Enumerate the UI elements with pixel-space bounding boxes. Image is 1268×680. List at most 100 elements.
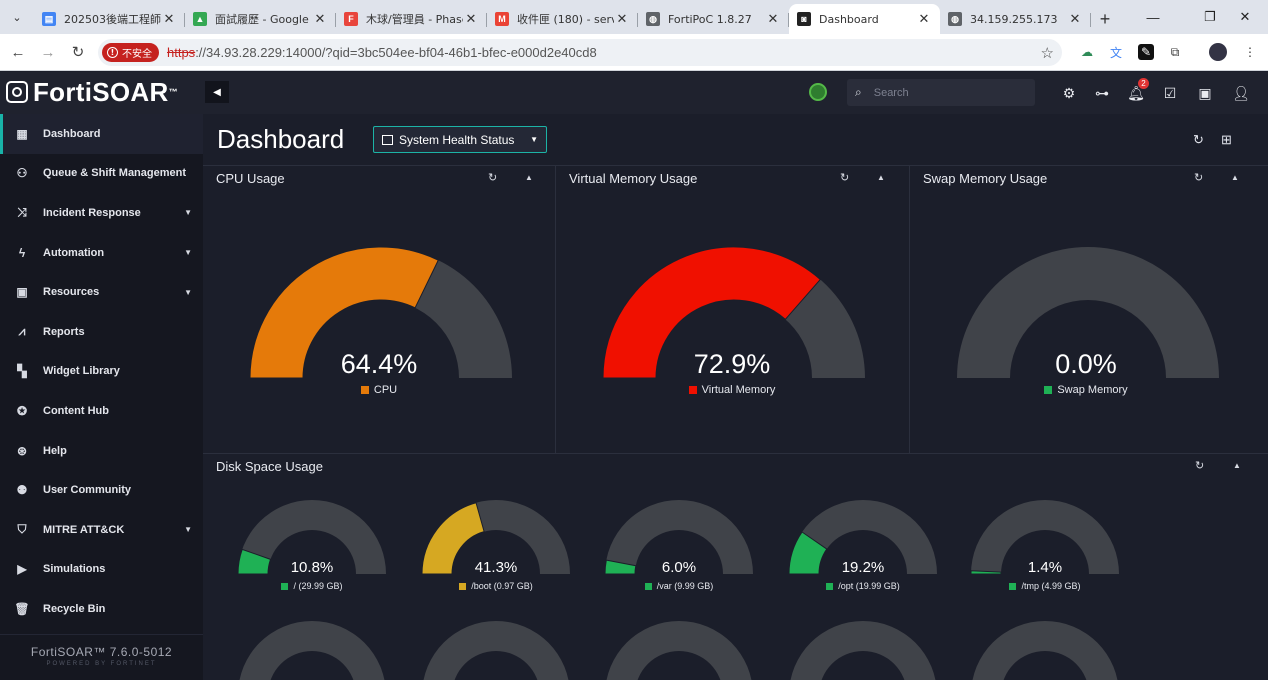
sidebar-item-queue-shift-management[interactable]: ⚇ Queue & Shift Management: [0, 154, 203, 194]
tab-favicon-icon: M: [495, 12, 509, 26]
tab-title: FortiPoC 1.8.27: [668, 12, 752, 26]
refresh-widget-icon[interactable]: ↻: [1194, 172, 1204, 184]
tab-separator: [1090, 13, 1091, 27]
gauge-legend: CPU: [203, 384, 555, 396]
gauge-legend: Swap Memory: [910, 384, 1262, 396]
forward-icon[interactable]: →: [40, 43, 56, 61]
sidebar-item-reports[interactable]: ⩘ Reports: [0, 312, 203, 352]
sidebar-item-content-hub[interactable]: ✪ Content Hub: [0, 391, 203, 431]
hierarchy-icon[interactable]: ⊶: [1095, 84, 1109, 101]
collapse-widget-icon[interactable]: ▲: [877, 173, 885, 182]
restore-icon[interactable]: ❐: [1204, 9, 1216, 24]
sidebar-item-incident-response[interactable]: ⤨ Incident Response ▼: [0, 193, 203, 233]
profile-avatar[interactable]: [1209, 43, 1227, 61]
translate-icon[interactable]: 文: [1109, 45, 1122, 60]
tab-close-icon[interactable]: ✕: [767, 11, 779, 26]
sidebar-item-user-community[interactable]: ⚉ User Community: [0, 470, 203, 510]
new-tab-button[interactable]: +: [1099, 8, 1111, 29]
sidebar-item-resources[interactable]: ▣ Resources ▼: [0, 272, 203, 312]
gauge-track: [605, 500, 753, 574]
browser-tab[interactable]: F 木球/管理員 - Phase ✕: [336, 4, 487, 34]
gauge-value-label: 19.2%: [841, 559, 885, 576]
chevron-down-icon: ▼: [530, 135, 538, 144]
tab-close-icon[interactable]: ✕: [918, 11, 930, 26]
close-window-icon[interactable]: ✕: [1239, 9, 1251, 24]
sidebar: ▦ Dashboard ⚇ Queue & Shift Management ⤨…: [0, 114, 203, 680]
sidebar-item-label: Automation: [43, 246, 105, 259]
fortisoar-logo[interactable]: FortiSOAR ™: [6, 76, 178, 108]
tab-favicon-icon: ◍: [646, 12, 660, 26]
sidebar-item-label: Incident Response: [43, 206, 141, 219]
tab-search-icon[interactable]: ⌄: [12, 11, 22, 24]
tab-close-icon[interactable]: ✕: [1069, 11, 1081, 26]
tab-close-icon[interactable]: ✕: [163, 11, 175, 26]
browser-tab[interactable]: ◍ 34.159.255.173 ✕: [940, 4, 1091, 34]
sidebar-item-automation[interactable]: ϟ Automation ▼: [0, 233, 203, 273]
tab-separator: [788, 13, 789, 27]
disk-gauge-partial: [606, 621, 752, 680]
notification-badge: 2: [1138, 78, 1149, 89]
user-icon[interactable]: 👤︎: [1232, 84, 1250, 101]
disk-gauge-partial: [423, 621, 569, 680]
url-rest: ://34.93.28.229:14000/?qid=3bc504ee-bf04…: [195, 45, 597, 60]
disk-gauge: [970, 500, 1119, 575]
window-view-icon[interactable]: ▣: [1198, 84, 1212, 101]
sidebar-item-help[interactable]: ⊛ Help: [0, 431, 203, 471]
sidebar-item-recycle-bin[interactable]: 🗑 Recycle Bin: [0, 589, 203, 629]
collapse-widget-icon[interactable]: ▲: [1231, 173, 1239, 182]
refresh-widget-icon[interactable]: ↻: [840, 172, 850, 184]
minimize-icon[interactable]: —: [1146, 9, 1160, 25]
extension-cloud-icon[interactable]: ☁: [1081, 45, 1093, 59]
sidebar-item-label: Reports: [43, 325, 85, 338]
sidebar-item-simulations[interactable]: ▶ Simulations: [0, 550, 203, 590]
tab-close-icon[interactable]: ✕: [314, 11, 326, 26]
browser-tab[interactable]: M 收件匣 (180) - servic ✕: [487, 4, 638, 34]
dashboard-selector[interactable]: System Health Status ▼: [373, 126, 547, 153]
bookmark-star-icon[interactable]: ☆: [1040, 44, 1054, 62]
extensions-puzzle-icon[interactable]: ⧉: [1170, 44, 1180, 59]
notifications-bell-icon[interactable]: 🔔︎ 2: [1125, 78, 1149, 104]
browser-menu-icon[interactable]: ⋮: [1244, 45, 1256, 59]
extension-pen-icon[interactable]: ✎: [1138, 44, 1154, 60]
sidebar-item-label: Simulations: [43, 563, 106, 576]
sidebar-item-widget-library[interactable]: ▚ Widget Library: [0, 352, 203, 392]
sidebar-item-label: Queue & Shift Management: [43, 167, 187, 180]
big-gauge: [602, 246, 865, 379]
tasks-check-icon[interactable]: ☑: [1163, 84, 1177, 101]
legend-label: CPU: [373, 384, 398, 396]
refresh-widget-icon[interactable]: ↻: [1195, 460, 1205, 472]
search-input[interactable]: [873, 86, 1014, 99]
divider: [909, 166, 910, 453]
sidebar-item-mitre-att-ck[interactable]: ⛉ MITRE ATT&CK ▼: [0, 510, 203, 550]
gauge-track: [423, 621, 569, 680]
refresh-widget-icon[interactable]: ↻: [488, 172, 498, 184]
system-status-icon[interactable]: [809, 83, 827, 101]
tab-favicon-icon: ▲: [193, 12, 207, 26]
browser-tab[interactable]: ◙ Dashboard ✕: [789, 4, 940, 34]
settings-gear-icon[interactable]: ⚙: [1062, 84, 1076, 101]
insecure-badge[interactable]: ! 不安全: [102, 43, 159, 62]
collapse-widget-icon[interactable]: ▲: [525, 173, 533, 182]
tab-separator: [335, 13, 336, 27]
collapse-sidebar-icon[interactable]: ◀: [205, 81, 229, 103]
gauge-value-label: 6.0%: [661, 559, 697, 576]
tab-close-icon[interactable]: ✕: [616, 11, 628, 26]
url-scheme: https: [167, 45, 196, 60]
tab-close-icon[interactable]: ✕: [465, 11, 477, 26]
browser-tab[interactable]: ▤ 202503後端工程師面 ✕: [34, 4, 185, 34]
url-field[interactable]: ! 不安全 https://34.93.28.229:14000/?qid=3b…: [98, 39, 1062, 66]
tab-title: 34.159.255.173: [970, 12, 1058, 26]
legend-label: / (29.99 GB): [293, 581, 343, 591]
sidebar-item-label: Widget Library: [43, 365, 120, 378]
gauge-legend: Virtual Memory: [556, 384, 908, 396]
sidebar-item-dashboard[interactable]: ▦ Dashboard: [0, 114, 203, 154]
edit-dashboard-icon[interactable]: ⊞: [1221, 132, 1232, 147]
reload-icon[interactable]: ↻: [71, 44, 85, 61]
back-icon[interactable]: ←: [10, 43, 26, 61]
gauge-value-arc: [249, 246, 439, 379]
collapse-widget-icon[interactable]: ▲: [1233, 461, 1241, 470]
search-box[interactable]: ⌕: [847, 79, 1035, 106]
refresh-dashboard-icon[interactable]: ↻: [1193, 132, 1204, 147]
browser-tab[interactable]: ▲ 面試履歷 - Google 雲 ✕: [185, 4, 336, 34]
browser-tab[interactable]: ◍ FortiPoC 1.8.27 ✕: [638, 4, 789, 34]
